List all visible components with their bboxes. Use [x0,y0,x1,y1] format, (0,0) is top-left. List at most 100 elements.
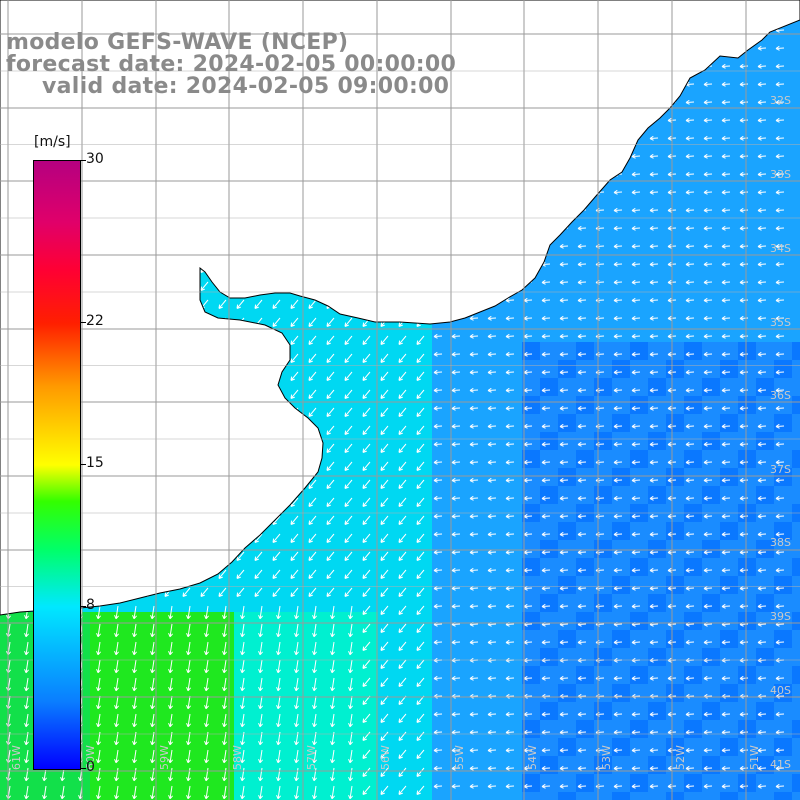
wind-arrow [312,713,317,728]
speed-cell [666,522,684,540]
wind-arrow [150,695,155,710]
wind-arrow [757,495,767,501]
wind-arrow [631,747,641,753]
speed-cell [468,630,486,648]
speed-cell [594,234,612,252]
speed-cell [540,648,558,666]
speed-cell [522,378,540,396]
speed-cell [612,630,630,648]
wind-arrow [380,515,389,525]
wind-arrow [348,641,353,656]
wind-arrow [541,603,551,609]
speed-cell [612,648,630,666]
speed-cell [648,558,666,576]
wind-arrow [775,603,785,609]
speed-cell [252,540,270,558]
speed-cell [486,630,504,648]
speed-cell [684,180,702,198]
speed-cell [792,90,800,108]
speed-cell [72,774,90,792]
wind-arrow [240,713,245,728]
wind-arrow [505,531,515,537]
wind-arrow [362,605,371,615]
wind-arrow [433,765,443,771]
wind-arrow [326,497,335,507]
wind-arrow [559,495,569,501]
speed-cell [738,108,756,126]
wind-arrow [559,405,569,411]
speed-cell [612,324,630,342]
speed-cell [396,414,414,432]
wind-arrow [222,659,227,674]
wind-arrow [613,387,623,393]
speed-cell [594,666,612,684]
speed-cell [450,360,468,378]
speed-cell [738,648,756,666]
speed-cell [306,486,324,504]
wind-arrow [344,569,353,579]
wind-arrow [721,441,731,447]
speed-cell [324,396,342,414]
wind-arrow [703,99,713,105]
speed-cell [342,378,360,396]
wind-arrow [416,497,425,507]
wind-arrow [168,641,173,656]
wind-arrow [559,279,569,285]
speed-cell [144,612,162,630]
speed-cell [666,612,684,630]
speed-cell [180,774,198,792]
wind-arrow [559,675,569,681]
speed-cell [738,522,756,540]
wind-arrow [559,333,569,339]
wind-arrow [348,605,353,620]
wind-arrow [469,387,479,393]
speed-cell [252,720,270,738]
speed-cell [630,558,648,576]
wind-arrow [721,99,731,105]
wind-arrow [398,479,407,489]
speed-cell [360,324,378,342]
wind-arrow [240,767,245,782]
wind-arrow [168,713,173,728]
speed-cell [378,324,396,342]
wind-arrow [739,513,749,519]
wind-arrow [96,659,101,674]
wind-arrow [505,459,515,465]
wind-arrow [96,713,101,728]
wind-arrow [775,315,785,321]
speed-cell [576,360,594,378]
speed-cell [162,630,180,648]
wind-arrow [739,387,749,393]
speed-cell [558,306,576,324]
speed-cell [378,432,396,450]
speed-cell [612,540,630,558]
speed-cell [630,630,648,648]
speed-cell [468,450,486,468]
speed-cell [720,576,738,594]
wind-arrow [703,567,713,573]
speed-cell [774,432,792,450]
wind-arrow [114,605,119,620]
wind-arrow [469,639,479,645]
speed-cell [738,558,756,576]
speed-cell [468,540,486,558]
speed-cell [432,540,450,558]
speed-cell [432,450,450,468]
speed-cell [396,630,414,648]
wind-arrow [775,225,785,231]
speed-cell [630,432,648,450]
wind-arrow [254,569,263,579]
speed-cell [486,666,504,684]
speed-cell [738,144,756,162]
latitude-label: 36S [770,389,791,402]
wind-arrow [613,225,623,231]
land-mass [0,0,800,616]
wind-arrow [685,333,695,339]
speed-cell [594,558,612,576]
wind-arrow [775,765,785,771]
speed-cell [486,450,504,468]
speed-cell [486,324,504,342]
wind-arrow [721,675,731,681]
speed-cell [630,450,648,468]
wind-arrow [186,677,191,692]
